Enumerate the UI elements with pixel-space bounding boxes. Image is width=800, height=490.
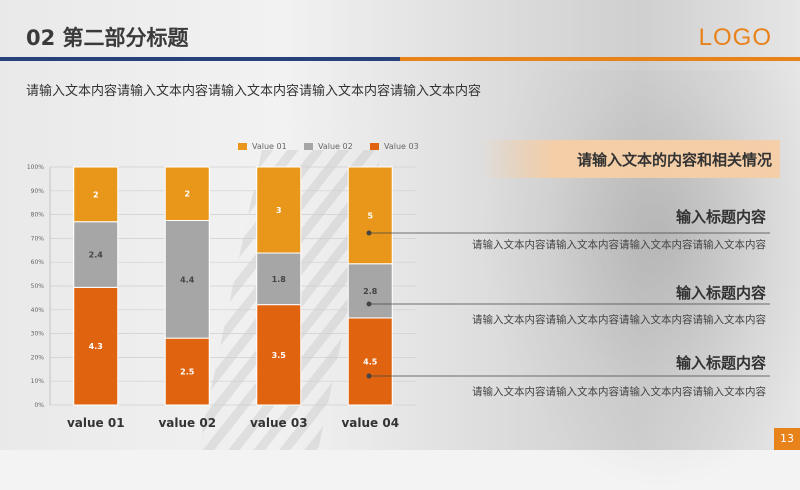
data-label: 3 xyxy=(276,206,282,215)
item-title-1: 输入标题内容 xyxy=(675,208,766,226)
bar-segment xyxy=(73,286,119,406)
legend-label: Value 03 xyxy=(384,142,419,151)
y-tick-label: 30% xyxy=(31,331,45,338)
bar-segment xyxy=(347,317,393,406)
page-number: 13 xyxy=(774,428,800,450)
subtitle-text: 请输入文本内容请输入文本内容请输入文本内容请输入文本内容请输入文本内容 xyxy=(26,84,482,99)
stacked-bar-chart: 0% 10% 20% 30% 40% 50% 60% 70% 80% 90% 100% 4.3 2.4… xyxy=(27,142,419,430)
item-title-2: 输入标题内容 xyxy=(675,284,766,302)
item-desc-1: 请输入文本内容请输入文本内容请输入文本内容请输入文本内容 xyxy=(472,239,766,251)
y-tick-label: 60% xyxy=(31,259,45,266)
item-title-3: 输入标题内容 xyxy=(675,354,766,372)
y-tick-label: 40% xyxy=(31,307,45,314)
y-tick-label: 0% xyxy=(34,402,44,409)
chart-bars: 4.3 2.4 2 value 01 2.5 4.4 2 value 02 3.5 1.8 3 val… xyxy=(67,166,399,430)
bar-segment xyxy=(73,166,119,223)
panel-banner: 请输入文本的内容和相关情况 xyxy=(480,140,780,178)
bar-segment xyxy=(347,263,393,319)
chart-legend: Value 01 Value 02 Value 03 xyxy=(238,142,419,151)
x-category-label: value 01 xyxy=(67,416,125,430)
data-label: 5 xyxy=(367,211,373,220)
y-tick-label: 20% xyxy=(31,354,45,361)
legend-swatch xyxy=(238,143,247,150)
header-divider-blue xyxy=(0,57,400,61)
y-tick-label: 50% xyxy=(31,283,45,290)
y-tick-label: 80% xyxy=(31,212,45,219)
data-label: 2.8 xyxy=(363,287,378,296)
y-tick-label: 70% xyxy=(31,235,45,242)
panel-banner-text: 请输入文本的内容和相关情况 xyxy=(576,151,772,169)
header: 02 第二部分标题 LOGO xyxy=(0,0,800,62)
bar-segment xyxy=(164,219,210,339)
data-label: 4.3 xyxy=(89,342,103,351)
item-desc-3: 请输入文本内容请输入文本内容请输入文本内容请输入文本内容 xyxy=(472,386,766,398)
data-label: 2 xyxy=(184,190,190,199)
legend-swatch xyxy=(304,143,313,150)
right-panel: 请输入文本的内容和相关情况 输入标题内容 请输入文本内容请输入文本内容请输入文本… xyxy=(440,140,780,420)
legend-label: Value 01 xyxy=(252,142,287,151)
bar-segment xyxy=(347,166,393,265)
legend-label: Value 02 xyxy=(318,142,353,151)
data-label: 2.5 xyxy=(180,368,195,377)
data-label: 3.5 xyxy=(272,351,287,360)
bar-segment xyxy=(256,304,302,406)
data-label: 4.5 xyxy=(363,357,378,366)
data-label: 2.4 xyxy=(89,251,104,260)
bar-segment xyxy=(256,166,302,254)
bar-segment xyxy=(73,221,119,288)
y-tick-label: 100% xyxy=(27,164,44,171)
data-label: 2 xyxy=(93,190,99,199)
bar-segment xyxy=(256,252,302,306)
data-label: 4.4 xyxy=(180,275,195,284)
bar-segment xyxy=(164,166,210,221)
bar-segment xyxy=(164,337,210,406)
legend-swatch xyxy=(370,143,379,150)
x-category-label: value 02 xyxy=(158,416,216,430)
logo: LOGO xyxy=(698,24,772,51)
data-label: 1.8 xyxy=(272,275,287,284)
y-tick-label: 10% xyxy=(31,378,45,385)
x-category-label: value 04 xyxy=(341,416,399,430)
x-category-label: value 03 xyxy=(250,416,308,430)
header-divider-orange xyxy=(400,57,800,61)
item-desc-2: 请输入文本内容请输入文本内容请输入文本内容请输入文本内容 xyxy=(472,314,766,326)
y-tick-label: 90% xyxy=(31,188,45,195)
page-title: 02 第二部分标题 xyxy=(26,26,189,50)
